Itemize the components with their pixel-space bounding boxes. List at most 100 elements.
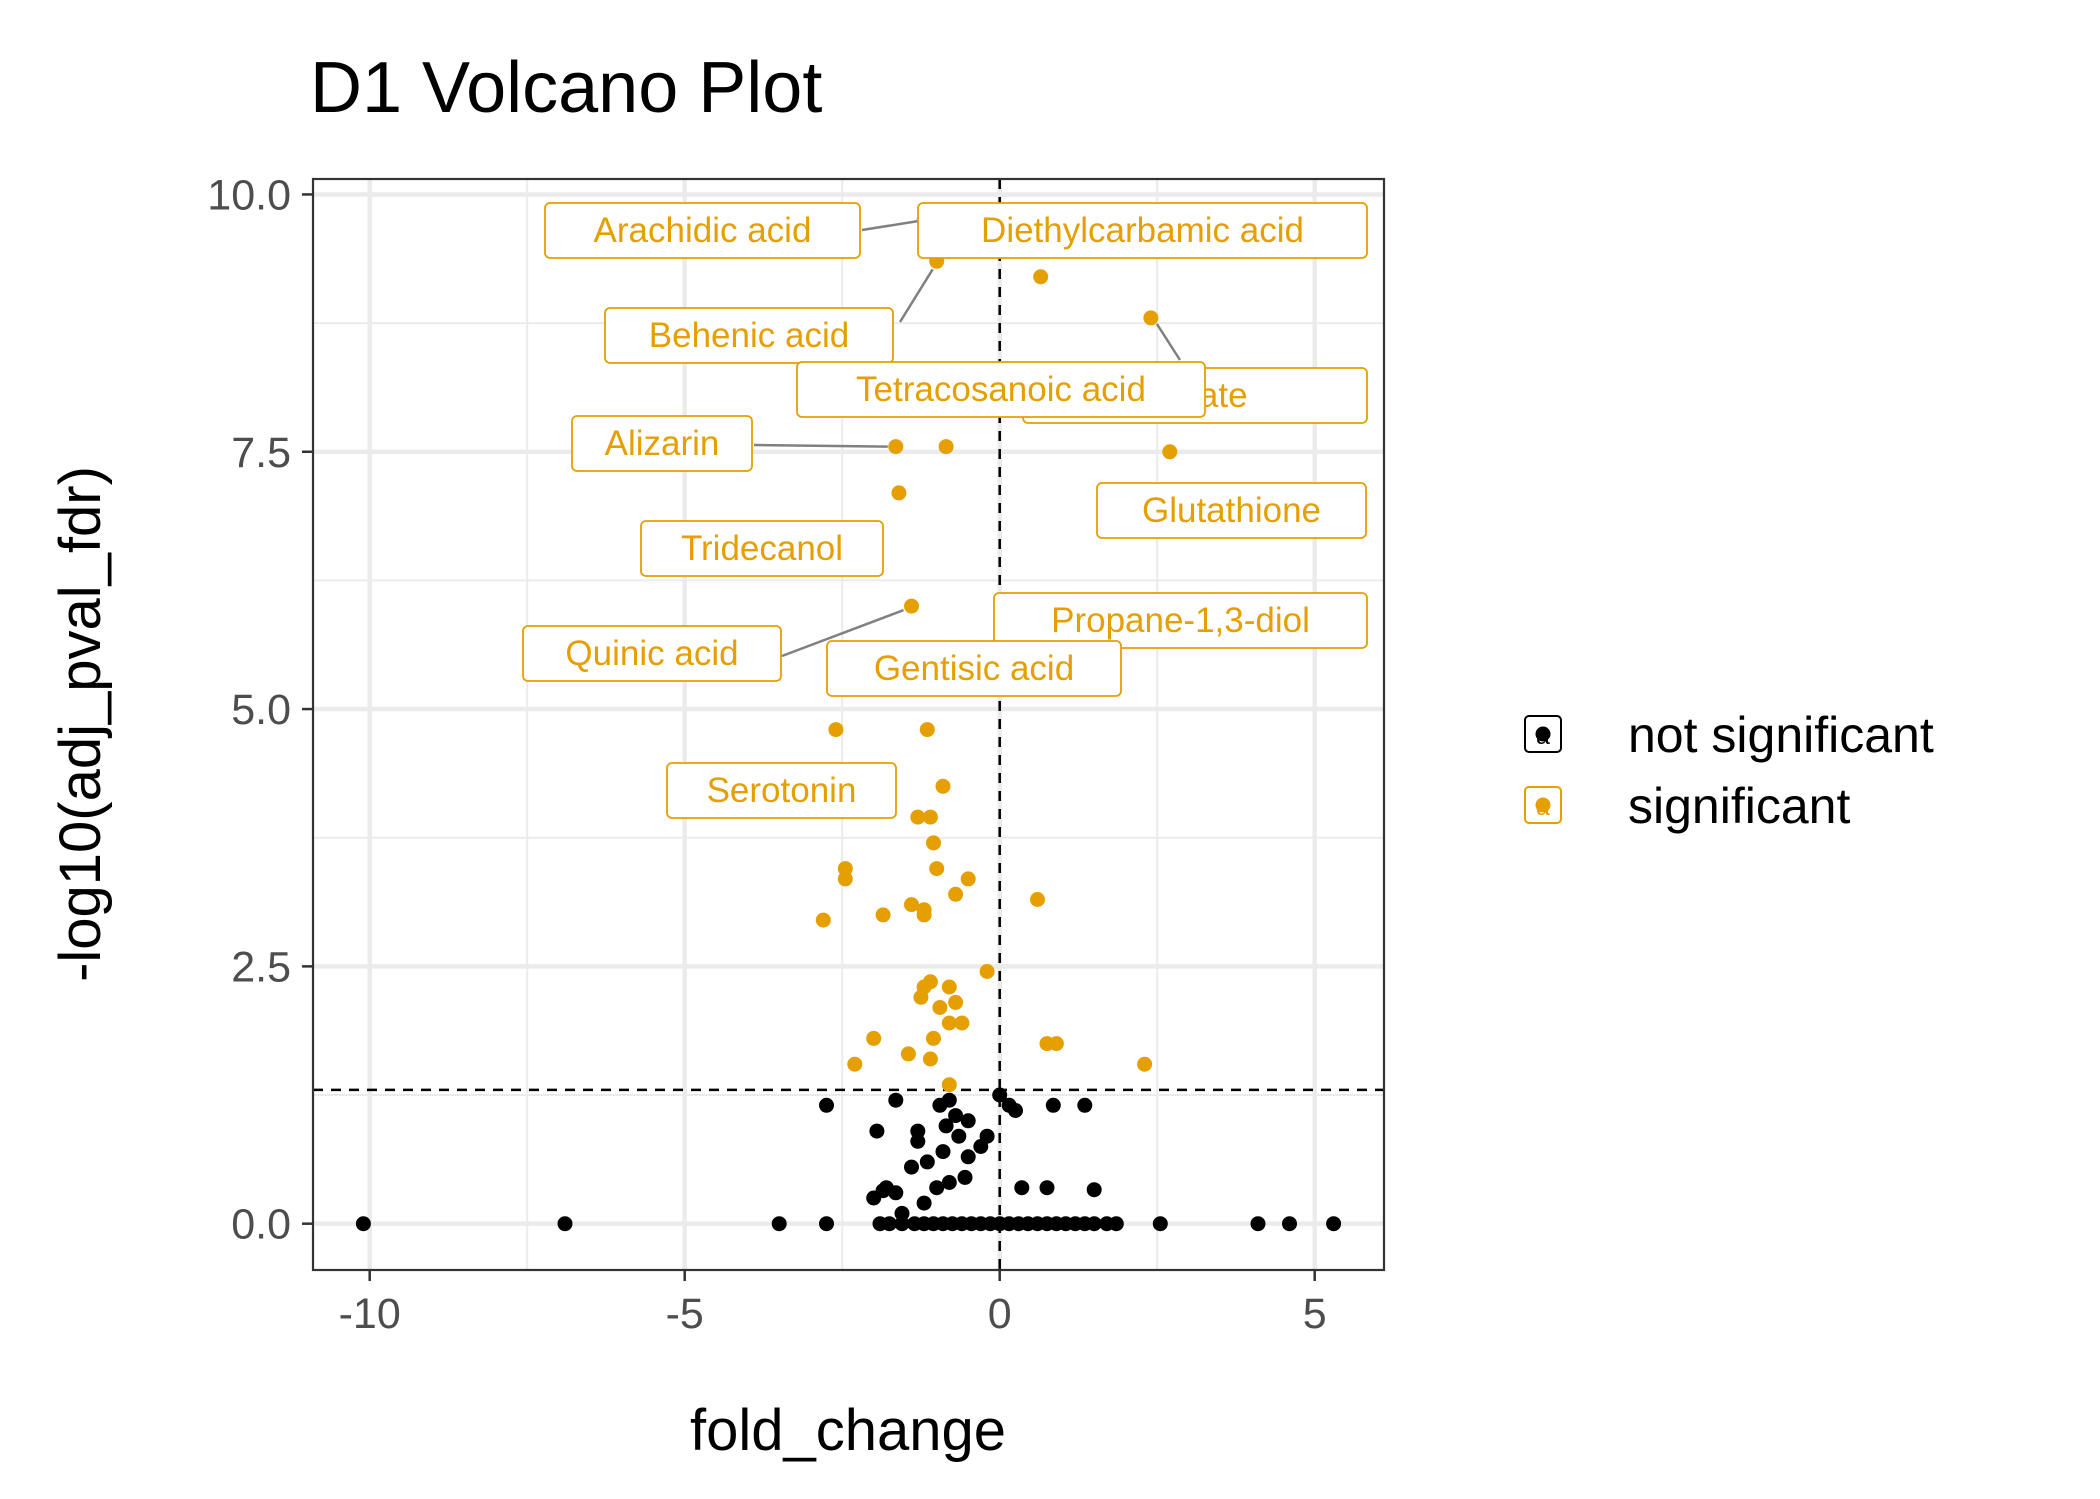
point-not-significant — [819, 1097, 834, 1113]
point-not-significant — [951, 1128, 967, 1144]
point-significant — [900, 1046, 916, 1062]
label-box — [917, 202, 1368, 259]
point-significant — [1033, 269, 1049, 285]
point-significant — [960, 871, 976, 887]
label-box — [571, 415, 753, 472]
point-significant — [941, 1077, 957, 1093]
point-significant — [1162, 444, 1178, 460]
point-not-significant — [355, 1216, 371, 1232]
x-tick-label: 5 — [1303, 1290, 1327, 1338]
x-tick-label: -5 — [666, 1290, 704, 1338]
point-not-significant — [904, 1159, 919, 1175]
point-not-significant — [948, 1108, 964, 1124]
point-not-significant — [1086, 1216, 1102, 1232]
label-box — [640, 520, 884, 577]
point-label: Behenic acid — [649, 316, 849, 355]
point-not-significant — [894, 1205, 910, 1221]
label-box — [522, 625, 782, 682]
legend-key-point — [1535, 797, 1551, 813]
point-significant — [948, 994, 964, 1010]
point-label: Tetracosanoic acid — [856, 370, 1146, 409]
point-not-significant — [878, 1180, 894, 1196]
point-significant — [913, 989, 929, 1005]
point-not-significant — [1326, 1216, 1342, 1232]
point-not-significant — [888, 1092, 904, 1108]
point-significant — [932, 1000, 948, 1015]
point-not-significant — [979, 1128, 995, 1144]
point-significant — [929, 861, 945, 877]
point-not-significant — [992, 1087, 1008, 1103]
plot-border — [311, 177, 1386, 1272]
point-significant — [926, 1030, 941, 1046]
point-significant — [935, 778, 951, 794]
chart-title: D1 Volcano Plot — [310, 48, 822, 128]
label-leader-line — [898, 268, 934, 323]
point-not-significant — [894, 1216, 910, 1232]
point-not-significant — [1077, 1097, 1093, 1113]
x-axis-title: fold_change — [690, 1398, 1006, 1463]
legend-label: significant — [1628, 778, 1850, 834]
point-not-significant — [916, 1195, 932, 1211]
point-not-significant — [941, 1175, 957, 1190]
point-label: Arachidic acid — [594, 211, 812, 250]
point-significant — [948, 886, 964, 902]
label-box — [1096, 482, 1367, 539]
point-not-significant — [1086, 1182, 1102, 1198]
label-box — [796, 361, 1206, 418]
point-significant — [815, 912, 831, 928]
point-label: Gentisic acid — [874, 649, 1074, 688]
point-label: Serotonin — [707, 771, 857, 810]
point-labels: Arachidic acid Diethylcarbamic acid Beheni… — [522, 202, 1368, 819]
label-box — [993, 592, 1368, 649]
point-significant — [866, 1030, 882, 1046]
y-tick-label: 7.5 — [231, 429, 291, 477]
point-not-significant — [960, 1113, 976, 1129]
point-not-significant — [1045, 1097, 1061, 1113]
legend-key-glyph: a — [1536, 722, 1550, 750]
point-significant — [1143, 310, 1159, 326]
point-not-significant — [557, 1216, 573, 1232]
point-not-significant — [771, 1216, 787, 1232]
y-tick-label: 2.5 — [231, 943, 291, 991]
y-tick-label: 5.0 — [231, 686, 291, 734]
point-significant — [837, 861, 853, 877]
point-label: Propane-1,3-diol — [1051, 601, 1310, 640]
point-not-significant — [960, 1149, 976, 1165]
point-significant — [1048, 1036, 1064, 1052]
point-not-significant — [1014, 1180, 1030, 1196]
point-significant — [891, 485, 907, 501]
label-leader-line — [781, 608, 904, 658]
point-significant — [1030, 892, 1045, 907]
point-significant — [941, 979, 957, 995]
point-not-significant — [1039, 1180, 1055, 1196]
point-not-significant — [919, 1154, 935, 1170]
point-significant — [847, 1056, 863, 1072]
point-label: Tridecanol — [681, 529, 843, 568]
point-significant — [904, 598, 919, 614]
label-box — [544, 202, 861, 259]
point-not-significant — [929, 1180, 945, 1196]
point-not-significant — [1282, 1216, 1297, 1232]
point-significant — [910, 809, 926, 825]
point-significant — [922, 1051, 938, 1067]
point-not-significant — [935, 1144, 951, 1160]
point-significant — [888, 439, 904, 455]
label-leader-line — [861, 218, 925, 232]
point-significant — [922, 809, 938, 825]
label-leader-line — [1155, 323, 1182, 361]
point-significant — [875, 907, 891, 923]
point-significant — [979, 964, 995, 979]
label-leader-line — [753, 443, 888, 448]
point-not-significant — [881, 1216, 897, 1232]
point-not-significant — [1152, 1216, 1168, 1232]
legend-label: not significant — [1628, 707, 1934, 763]
point-significant — [941, 1015, 957, 1031]
point-not-significant — [938, 1118, 954, 1134]
point-significant — [954, 1015, 970, 1031]
point-not-significant — [1008, 1103, 1023, 1118]
y-axis: 0.0 2.5 5.0 7.5 10.0 — [207, 171, 313, 1249]
point-not-significant — [1108, 1216, 1124, 1232]
legend-key-point — [1535, 726, 1551, 742]
point-significant — [1137, 1056, 1153, 1072]
